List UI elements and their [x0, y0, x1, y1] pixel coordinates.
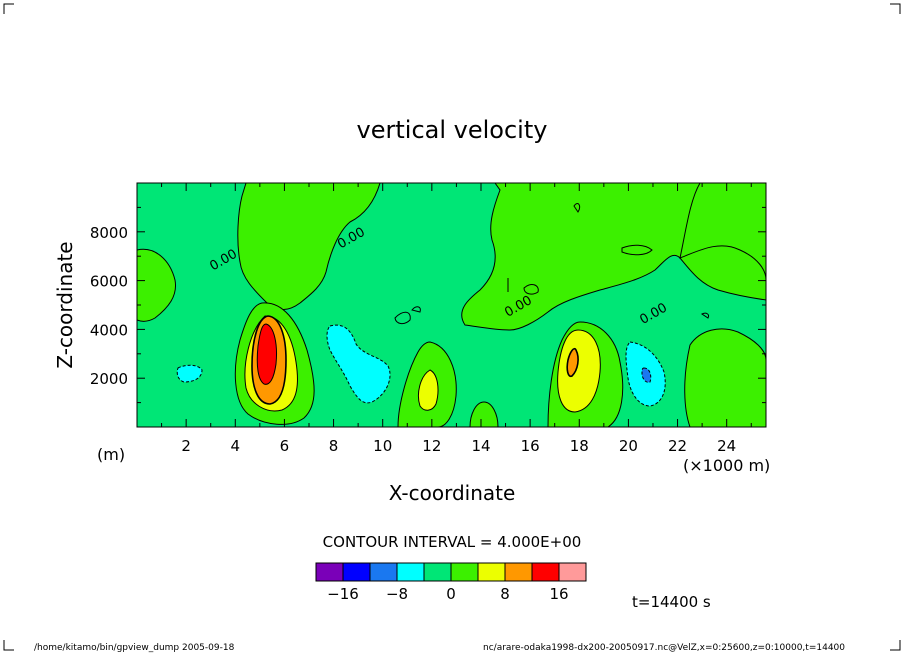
- x-tick-label: 14: [471, 437, 490, 455]
- right-updraft-8: [557, 329, 601, 413]
- x-tick-label: 20: [619, 437, 638, 455]
- time-label: t=14400 s: [632, 593, 711, 611]
- crop-marks: [3, 3, 901, 651]
- colorbar-tick-label: 8: [500, 585, 510, 603]
- level-16-20-fill: [256, 323, 277, 385]
- x-tick-label: 22: [668, 437, 687, 455]
- colorbar-swatch: [396, 562, 425, 582]
- colorbar-tick-label: −8: [386, 585, 408, 603]
- x-axis-ticks: 2 4 6 8 10 12 14 16 18 20 22 24: [161, 183, 752, 455]
- left-positive-lobe: [137, 248, 177, 322]
- y-tick-label: 6000: [90, 273, 128, 291]
- left-updraft-16: [256, 323, 277, 385]
- x-tick-label: 12: [422, 437, 441, 455]
- x-tick-label: 8: [329, 437, 339, 455]
- chart-title: vertical velocity: [357, 116, 548, 144]
- x-unit-label: (×1000 m): [683, 456, 770, 475]
- small-cell-14: [469, 401, 499, 427]
- y-unit-label: (m): [97, 445, 125, 464]
- footer-left: /home/kitamo/bin/gpview_dump 2005-09-18: [34, 643, 235, 653]
- colorbar-swatch: [369, 562, 398, 582]
- colorbar-swatch: [531, 562, 560, 582]
- x-tick-label: 10: [373, 437, 392, 455]
- colorbar-swatch: [558, 562, 587, 582]
- colorbar: [315, 562, 587, 582]
- right-downdraft-core: [641, 367, 652, 383]
- colorbar-swatch: [504, 562, 533, 582]
- colorbar-tick-label: 16: [549, 585, 568, 603]
- colorbar-tick-label: 0: [446, 585, 456, 603]
- x-axis-label: X-coordinate: [389, 481, 516, 505]
- colorbar-tick-labels: −16 −8 0 8 16: [327, 585, 568, 603]
- level-neg8-neg4-fill: [641, 367, 652, 383]
- x-tick-label: 2: [181, 437, 191, 455]
- left-small-downdraft: [176, 364, 203, 383]
- small-blob-upper-right: [621, 244, 653, 256]
- y-axis-ticks: 2000 4000 6000 8000: [90, 206, 766, 404]
- right-upper-lobe: [679, 183, 766, 281]
- mid-downdraft: [326, 324, 391, 404]
- mid-updraft-8: [417, 369, 439, 411]
- y-tick-label: 2000: [90, 370, 128, 388]
- y-tick-label: 8000: [90, 224, 128, 242]
- colorbar-swatch: [342, 562, 371, 582]
- x-tick-label: 24: [717, 437, 736, 455]
- contour-interval-text: CONTOUR INTERVAL = 4.000E+00: [323, 533, 582, 551]
- x-tick-label: 18: [570, 437, 589, 455]
- colorbar-swatch: [450, 562, 479, 582]
- x-tick-label: 4: [231, 437, 241, 455]
- x-tick-label: 16: [521, 437, 540, 455]
- y-tick-label: 4000: [90, 321, 128, 339]
- x-tick-label: 6: [280, 437, 290, 455]
- footer-right: nc/arare-odaka1998-dx200-20050917.nc@Vel…: [483, 643, 845, 653]
- right-lower-lobe: [684, 328, 766, 427]
- colorbar-swatch: [315, 562, 344, 582]
- zero-contours: [394, 203, 709, 325]
- colorbar-swatch: [423, 562, 452, 582]
- plot-area: [137, 183, 766, 427]
- y-axis-label: Z-coordinate: [53, 241, 77, 368]
- right-updraft-12: [566, 347, 579, 378]
- colorbar-swatch: [477, 562, 506, 582]
- colorbar-tick-label: −16: [327, 585, 359, 603]
